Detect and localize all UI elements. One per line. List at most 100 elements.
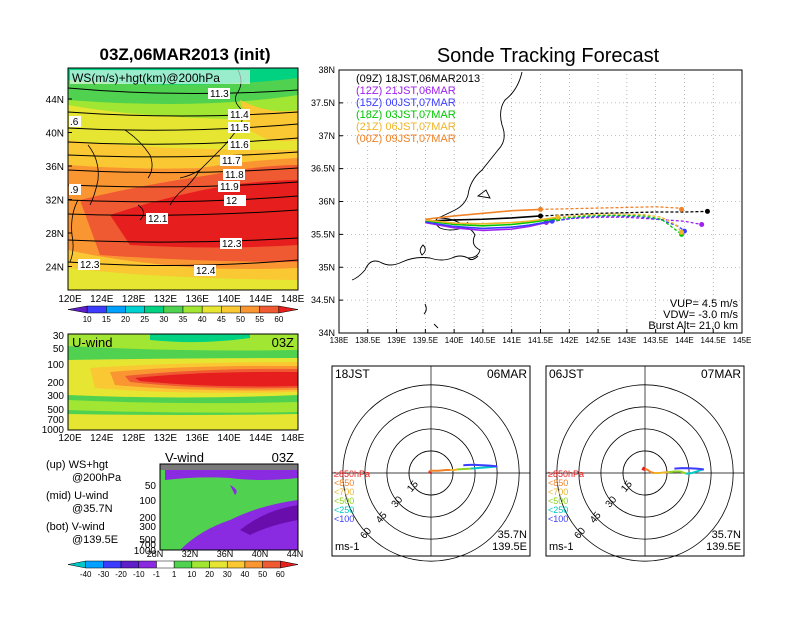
colorbar-tick: 25 [140,315,149,324]
polar-unit: ms-1 [335,541,359,553]
lat-tick-label: 32N [182,549,199,559]
hodograph-segment [641,466,646,472]
colorbar-cell [144,305,165,314]
v-colorbar: -40 -30 -20 -10 -1 1 10 20 30 40 50 60 [67,560,299,579]
contour-label: 12 [226,196,238,207]
legend-notes: (up) WS+hgt@200hPa (mid) U-wind@35.7N (bot… [46,459,122,546]
colorbar-cell [240,305,260,314]
colorbar-tick: 60 [276,570,285,579]
x-tick-label: 142E [560,336,579,345]
pressure-tick-label: 200 [139,513,156,524]
contour-label: .9 [70,185,79,196]
track-line-dashed [540,206,682,211]
colorbar-cell [244,560,263,569]
track-info-line: VUP= 4.5 m/s [670,298,739,310]
hodograph-segment [653,471,669,474]
x-tick-label: 139E [387,336,406,345]
colorbar-tick: 45 [217,315,226,324]
contour-label: 12.3 [222,239,242,250]
level-legend-entry: <250 [334,505,354,515]
pressure-tick-label: 50 [53,344,65,355]
colorbar-tick: -10 [133,570,145,579]
lon-tick-label: 128E [122,294,146,305]
level-legend-entry: <100 [334,514,354,524]
colorbar-cell [85,560,104,569]
hodograph-segment [644,467,655,474]
polar-ring [342,384,520,562]
level-legend-entry: <850 [548,478,568,488]
contour-label-bg [78,259,100,270]
colorbar-tick: 50 [236,315,245,324]
pressure-tick-label: 200 [47,378,64,389]
polar-date-label: 07MAR [701,367,741,381]
x-tick-label: 142.5E [585,336,610,345]
level-legend-entry: <100 [548,514,568,524]
contour-label: 11.4 [230,110,249,121]
pressure-tick-label: 50 [145,481,157,492]
pressure-tick-label: 700 [139,540,156,551]
colorbar-cell [173,560,193,569]
track-x-ticks: 138E 138.5E 139E 139.5E 140E 140.5E 141E 141.5E… [330,336,752,345]
upper-lat-ticks: 44N 40N 36N 32N 28N 24N [46,95,72,274]
hodograph-segment [457,467,471,471]
level-legend-entry: <700 [334,487,354,497]
contour-label: 11.9 [220,182,239,193]
upper-colorbar: 10 15 20 25 30 35 40 45 50 55 60 [67,305,299,324]
x-tick-label: 141.5E [528,336,553,345]
contour-label: 11.3 [210,89,229,100]
track-line-solid [425,215,541,223]
lat-tick-label: 32N [46,196,64,207]
lat-tick-label: 40N [46,129,64,140]
burst-point [555,214,561,220]
x-tick-label: 143.5E [643,336,668,345]
track-legend-entry: (21Z) 06JST,07MAR [356,121,456,133]
x-tick-label: 144.5E [701,336,726,345]
contour-label: 11.6 [230,140,249,151]
y-tick-label: 36N [318,197,335,207]
hodograph-segment [463,463,498,468]
level-legend-entry: <700 [548,487,568,497]
lon-tick-label: 136E [186,433,210,444]
legend-note-line: @35.7N [72,503,113,515]
polar-lat: 35.7N [712,529,741,541]
hodograph-segment [674,467,704,471]
legend-note-line: (up) WS+hgt [46,459,108,471]
contour-label: 11.7 [222,156,241,167]
colorbar-tick: 30 [159,315,168,324]
lat-tick-label: 44N [46,95,64,106]
level-legend-entry: <250 [548,505,568,515]
x-tick-label: 141E [502,336,521,345]
colorbar-tick: 35 [179,315,188,324]
v-panel-time: 03Z [272,450,294,465]
colorbar-tick: 1 [172,570,177,579]
colorbar-cell [106,305,126,314]
level-legend-entry: ≥850hPa [548,469,584,479]
lon-tick-label: 124E [90,433,114,444]
contour-label-bg [223,169,245,180]
contour-label-bg [69,116,81,127]
u-lon-ticks: 120E 124E 128E 132E 136E 140E 144E 148E [58,433,304,444]
y-tick-label: 36.5N [311,164,335,174]
track-legend-entry: (18Z) 03JST,07MAR [356,109,456,121]
x-tick-label: 140E [445,336,464,345]
lat-tick-label: 36N [46,162,64,173]
colorbar-cell [262,560,281,569]
track-info-line: VDW= -3.0 m/s [663,309,738,321]
contour-label: 12.1 [148,214,168,225]
colorbar-cell [226,560,246,569]
lon-tick-label: 144E [249,433,273,444]
x-tick-label: 144E [675,336,694,345]
contour-label-bg [228,109,250,120]
pressure-tick-label: 100 [139,496,156,507]
hodograph-segment [668,470,687,475]
colorbar-tick: 20 [205,570,214,579]
colorbar-cell [86,305,107,314]
y-tick-label: 34.5N [311,295,335,305]
hodograph-segment [450,468,458,472]
track-legend: (09Z) 18JST,06MAR2013(12Z) 21JST,06MAR(1… [356,73,480,145]
landing-point [679,206,685,212]
lat-tick-label: 28N [147,549,164,559]
lon-tick-label: 132E [154,294,178,305]
wind-speed-field [68,68,298,290]
